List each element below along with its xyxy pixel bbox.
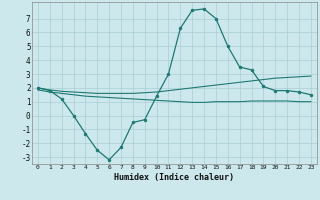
X-axis label: Humidex (Indice chaleur): Humidex (Indice chaleur) [115,173,234,182]
